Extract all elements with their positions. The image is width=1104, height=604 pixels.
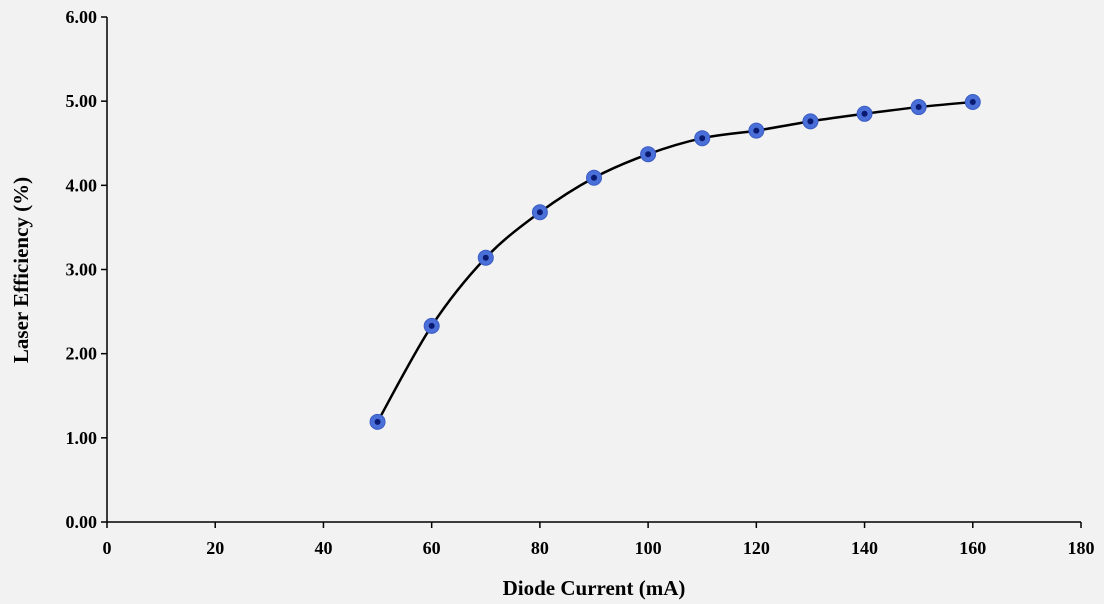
data-point <box>748 122 765 139</box>
y-axis-title: Laser Efficiency (%) <box>9 177 33 363</box>
axes <box>101 16 1082 528</box>
trendline-layer <box>376 100 973 423</box>
data-point <box>369 413 386 430</box>
data-point <box>477 249 494 266</box>
x-tick-label: 160 <box>959 538 986 558</box>
data-point <box>694 130 711 147</box>
data-point <box>531 204 548 221</box>
data-point-center <box>374 418 381 425</box>
data-point-center <box>969 99 976 106</box>
data-point-center <box>645 151 652 158</box>
x-tick-label: 60 <box>423 538 441 558</box>
tick-labels-layer: 0.00 1.00 2.00 3.00 4.00 5.00 6.00 0 20 40 60 80 100… <box>66 7 1095 558</box>
x-tick-label: 120 <box>743 538 770 558</box>
data-point-center <box>591 174 597 181</box>
data-point-center <box>536 209 543 216</box>
x-tick-label: 0 <box>103 538 112 558</box>
data-point <box>910 99 927 116</box>
trendline <box>376 100 973 423</box>
data-point-center <box>482 254 489 261</box>
y-tick-label: 3.00 <box>66 260 98 280</box>
data-point-center <box>861 110 868 117</box>
x-axis-title: Diode Current (mA) <box>503 576 686 600</box>
x-tick-label: 40 <box>314 538 332 558</box>
data-point <box>964 94 981 111</box>
y-tick-label: 2.00 <box>66 344 98 364</box>
data-point-center <box>915 104 922 111</box>
y-tick-label: 4.00 <box>66 175 98 195</box>
data-point <box>802 113 819 130</box>
x-tick-label: 20 <box>206 538 224 558</box>
data-point <box>586 169 602 186</box>
y-tick-label: 1.00 <box>66 428 98 448</box>
x-tick-label: 140 <box>851 538 878 558</box>
data-point <box>423 317 440 334</box>
y-tick-label: 0.00 <box>66 512 98 532</box>
data-point <box>640 146 657 163</box>
data-point-center <box>807 118 814 125</box>
data-point <box>856 105 873 122</box>
x-tick-label: 100 <box>635 538 662 558</box>
data-points-layer <box>369 94 981 430</box>
data-point-center <box>428 322 435 329</box>
data-point-center <box>753 127 760 134</box>
y-tick-label: 5.00 <box>66 91 98 111</box>
x-tick-label: 180 <box>1068 538 1095 558</box>
data-point-center <box>699 135 706 142</box>
x-tick-label: 80 <box>531 538 549 558</box>
y-tick-label: 6.00 <box>66 7 98 27</box>
